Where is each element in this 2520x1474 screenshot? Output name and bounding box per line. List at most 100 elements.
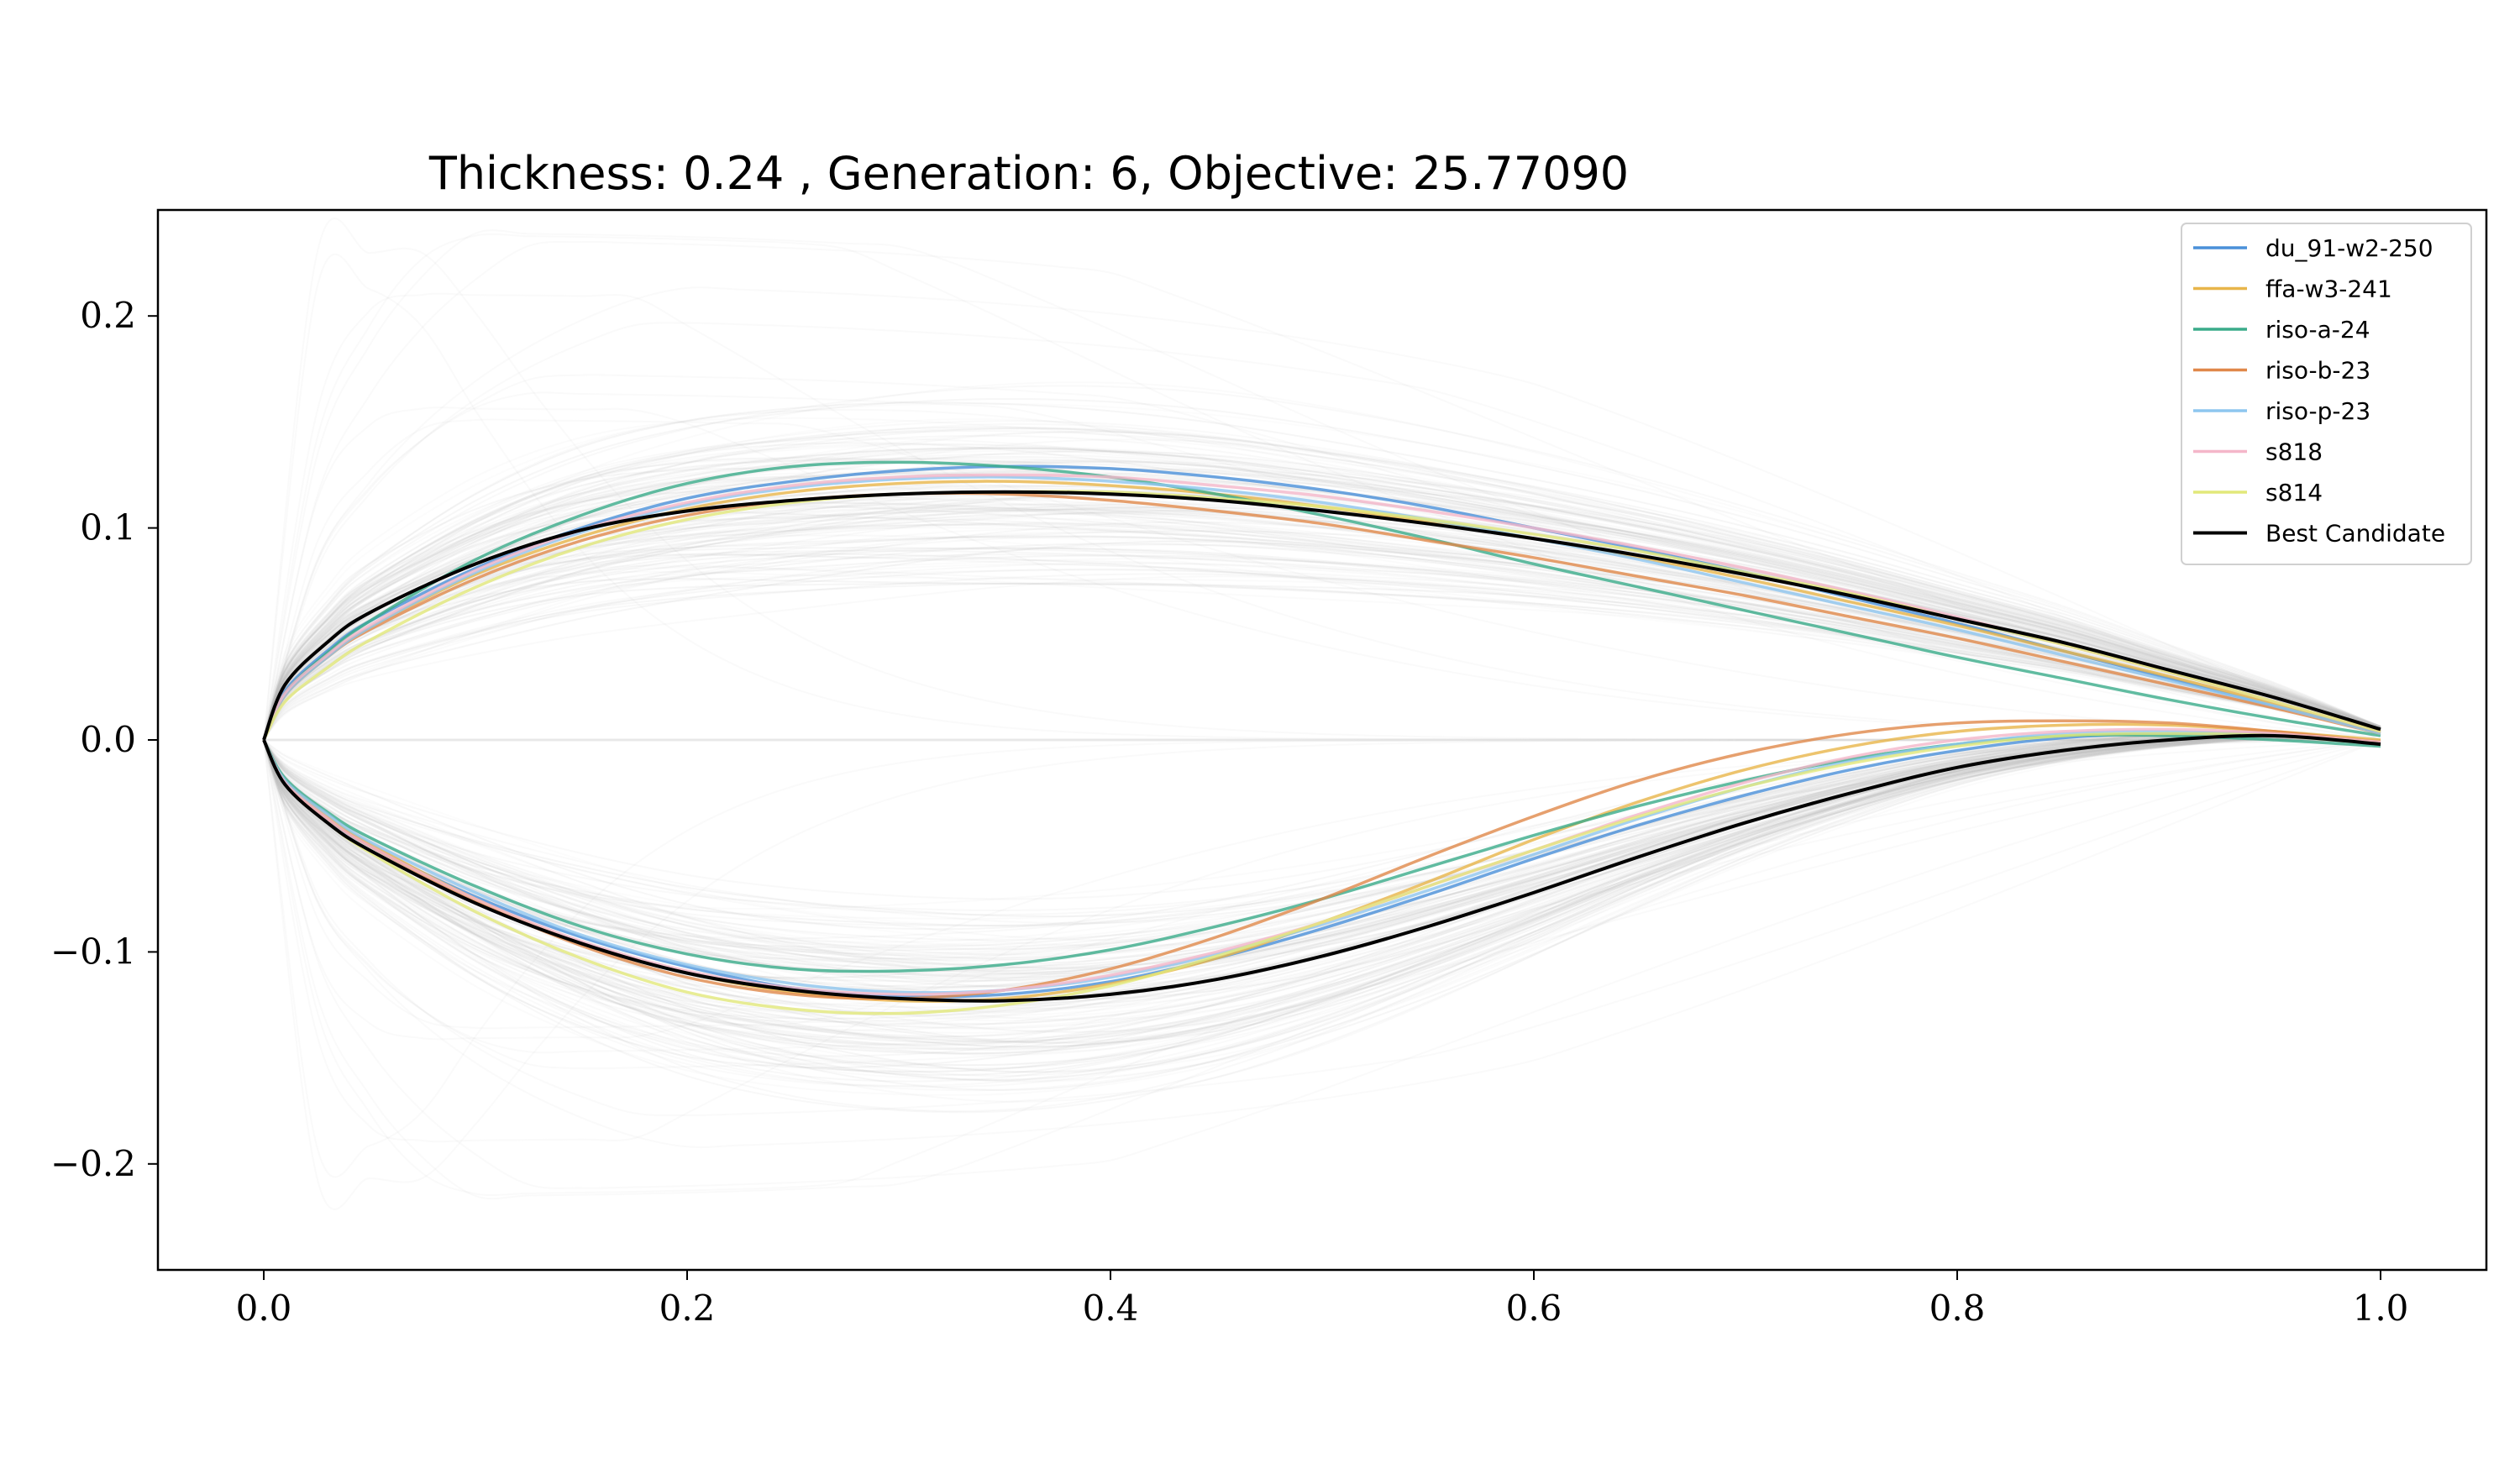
population-curve	[263, 443, 2381, 741]
population-curve	[263, 467, 2381, 741]
population-curve	[263, 732, 2381, 911]
population-curve	[263, 431, 2381, 741]
series-line-upper-1	[262, 480, 2381, 741]
population-curve	[263, 736, 2381, 1026]
population-curve	[263, 732, 2381, 931]
population-curve	[263, 732, 2381, 951]
population-curve	[263, 737, 2381, 1010]
population-curve	[263, 582, 2381, 741]
population-curve	[263, 730, 2381, 1023]
population-curve	[263, 736, 2381, 1029]
population-curve	[263, 734, 2381, 918]
population-curve	[263, 564, 2381, 741]
population-curve	[263, 737, 2381, 1034]
population-curve	[263, 736, 2381, 1050]
y-tick-label: −0.2	[50, 1143, 136, 1184]
population-curve	[263, 734, 2381, 942]
population-curve	[263, 739, 2381, 1189]
population-curve	[263, 735, 2381, 1077]
population-curve	[263, 733, 2381, 927]
population-curve	[263, 737, 2381, 1087]
population-curve	[263, 408, 2381, 741]
population-curve	[263, 736, 2381, 956]
population-curve	[263, 736, 2381, 1030]
population-curve	[263, 738, 2381, 950]
population-curve	[263, 506, 2381, 741]
population-curve	[263, 460, 2381, 741]
population-curve	[263, 447, 2381, 741]
series-line-lower-0	[262, 732, 2381, 999]
population-curve	[263, 582, 2381, 741]
population-curve	[263, 553, 2381, 741]
population-curve	[263, 443, 2381, 741]
population-curve	[263, 735, 2381, 1014]
population-curve	[263, 427, 2381, 741]
population-curve	[263, 737, 2381, 1025]
population-curve	[263, 731, 2381, 975]
population-curve	[263, 472, 2381, 741]
population-curve	[263, 438, 2381, 741]
population-curve	[263, 286, 2381, 741]
population-curve	[263, 569, 2381, 741]
population-curve	[263, 459, 2381, 741]
population-curve	[263, 731, 2381, 975]
population-curve	[263, 732, 2381, 900]
x-tick-label: 0.6	[1506, 1288, 1562, 1329]
population-curve	[263, 447, 2381, 741]
legend-label: ffa-w3-241	[2265, 275, 2392, 303]
population-curve	[263, 233, 2381, 741]
population-curve	[263, 568, 2381, 741]
series-line-lower-7	[262, 733, 2381, 1003]
population-curve	[263, 739, 2381, 1116]
population-curve	[263, 733, 2381, 1083]
population-curve	[263, 737, 2381, 994]
population-curve	[263, 553, 2381, 741]
population-curve	[263, 738, 2381, 983]
population-curve	[263, 240, 2381, 741]
population-curve	[263, 736, 2381, 1005]
population-curve	[263, 735, 2381, 1103]
population-curve	[263, 418, 2381, 741]
population-curve	[263, 428, 2381, 741]
series-lines	[262, 460, 2381, 1015]
population-curve	[263, 429, 2381, 741]
population-curve	[263, 449, 2381, 741]
population-curve	[263, 535, 2381, 741]
population-curve	[263, 732, 2381, 1057]
population-curve	[263, 732, 2381, 1073]
population-curve	[263, 573, 2381, 741]
x-tick-label: 1.0	[2353, 1288, 2409, 1329]
population-curve	[263, 739, 2381, 1196]
y-tick-label: −0.1	[50, 931, 136, 972]
population-curve	[263, 734, 2381, 1112]
population-curve	[263, 732, 2381, 1055]
population-curve	[263, 737, 2381, 947]
population-curve	[263, 566, 2381, 741]
population-curve	[263, 524, 2381, 741]
legend-label: riso-a-24	[2265, 316, 2370, 344]
population-curve	[263, 736, 2381, 955]
population-curve	[263, 735, 2381, 1073]
population-curve	[263, 734, 2381, 1066]
population-curve	[263, 490, 2381, 741]
population-curve	[263, 521, 2381, 741]
population-curve	[263, 735, 2381, 1073]
population-curve	[263, 737, 2381, 1014]
population-curve	[263, 739, 2381, 1041]
y-tick-label: 0.2	[80, 295, 136, 336]
population-curve	[263, 737, 2381, 1007]
population-curve	[263, 457, 2381, 741]
population-curve	[263, 732, 2381, 916]
population-curve	[263, 476, 2381, 741]
population-curve	[263, 547, 2381, 741]
population-curve	[263, 732, 2381, 925]
series-line-lower-6	[262, 732, 2381, 1015]
population-curve	[263, 578, 2381, 741]
y-tick-label: 0.1	[80, 507, 136, 548]
population-curve	[263, 735, 2381, 1081]
population-curve	[263, 517, 2381, 741]
population-curve	[263, 431, 2381, 741]
population-curve	[263, 736, 2381, 1070]
legend-label: du_91-w2-250	[2265, 234, 2433, 262]
